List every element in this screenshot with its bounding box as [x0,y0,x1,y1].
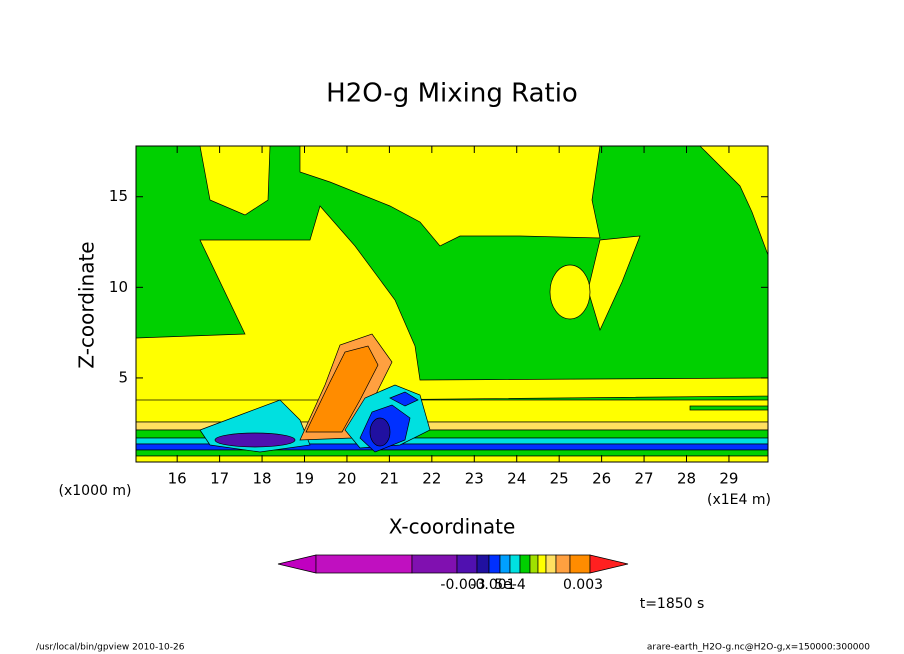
x-tick-label: 26 [592,470,611,488]
colorbar-swatch [529,554,539,574]
colorbar-swatch [569,554,591,574]
chart-title: H2O-g Mixing Ratio [326,79,578,109]
x-tick-label: 16 [168,470,187,488]
colorbar-swatch [315,554,413,574]
colorbar-swatch [499,554,511,574]
colorbar-swatch [509,554,521,574]
y-tick-label: 10 [109,278,128,296]
x-tick-label: 24 [507,470,526,488]
y-axis-label: Z-coordinate [75,241,99,368]
footer-right: arare-earth_H2O-g.nc@H2O-g,x=150000:3000… [647,643,870,653]
x-tick-label: 28 [677,470,696,488]
footer-left: /usr/local/bin/gpview 2010-10-26 [36,643,185,653]
colorbar-label: -0.003 [440,577,485,593]
x-tick-label: 20 [337,470,356,488]
x-tick-label: 29 [719,470,738,488]
y-tick-label: 15 [109,187,128,205]
colorbar-swatch [411,554,458,574]
colorbar-swatch [537,554,547,574]
colorbar-swatch [277,554,317,574]
x-tick-label: 21 [380,470,399,488]
contour-field [135,145,769,463]
y-tick-label: 5 [118,368,128,386]
colorbar-label: 0.003 [563,577,603,593]
x-tick-label: 19 [295,470,314,488]
x-tick-label: 23 [465,470,484,488]
y-unit-label: (x1000 m) [59,483,132,499]
x-tick-label: 17 [210,470,229,488]
x-tick-label: 18 [253,470,272,488]
colorbar-label: 5e-4 [494,577,526,593]
x-unit-label: (x1E4 m) [707,492,771,508]
x-tick-label: 22 [422,470,441,488]
x-tick-label: 27 [635,470,654,488]
colorbar-swatch [519,554,531,574]
time-label: t=1850 s [640,596,705,612]
colorbar-swatch [476,554,490,574]
colorbar-label: -0.001 [470,577,515,593]
colorbar-swatch [488,554,501,574]
colorbar-swatch [555,554,571,574]
x-axis-label: X-coordinate [389,515,516,539]
colorbar-swatch [589,554,629,574]
colorbar-swatch [545,554,557,574]
x-tick-label: 25 [550,470,569,488]
colorbar-swatch [456,554,478,574]
